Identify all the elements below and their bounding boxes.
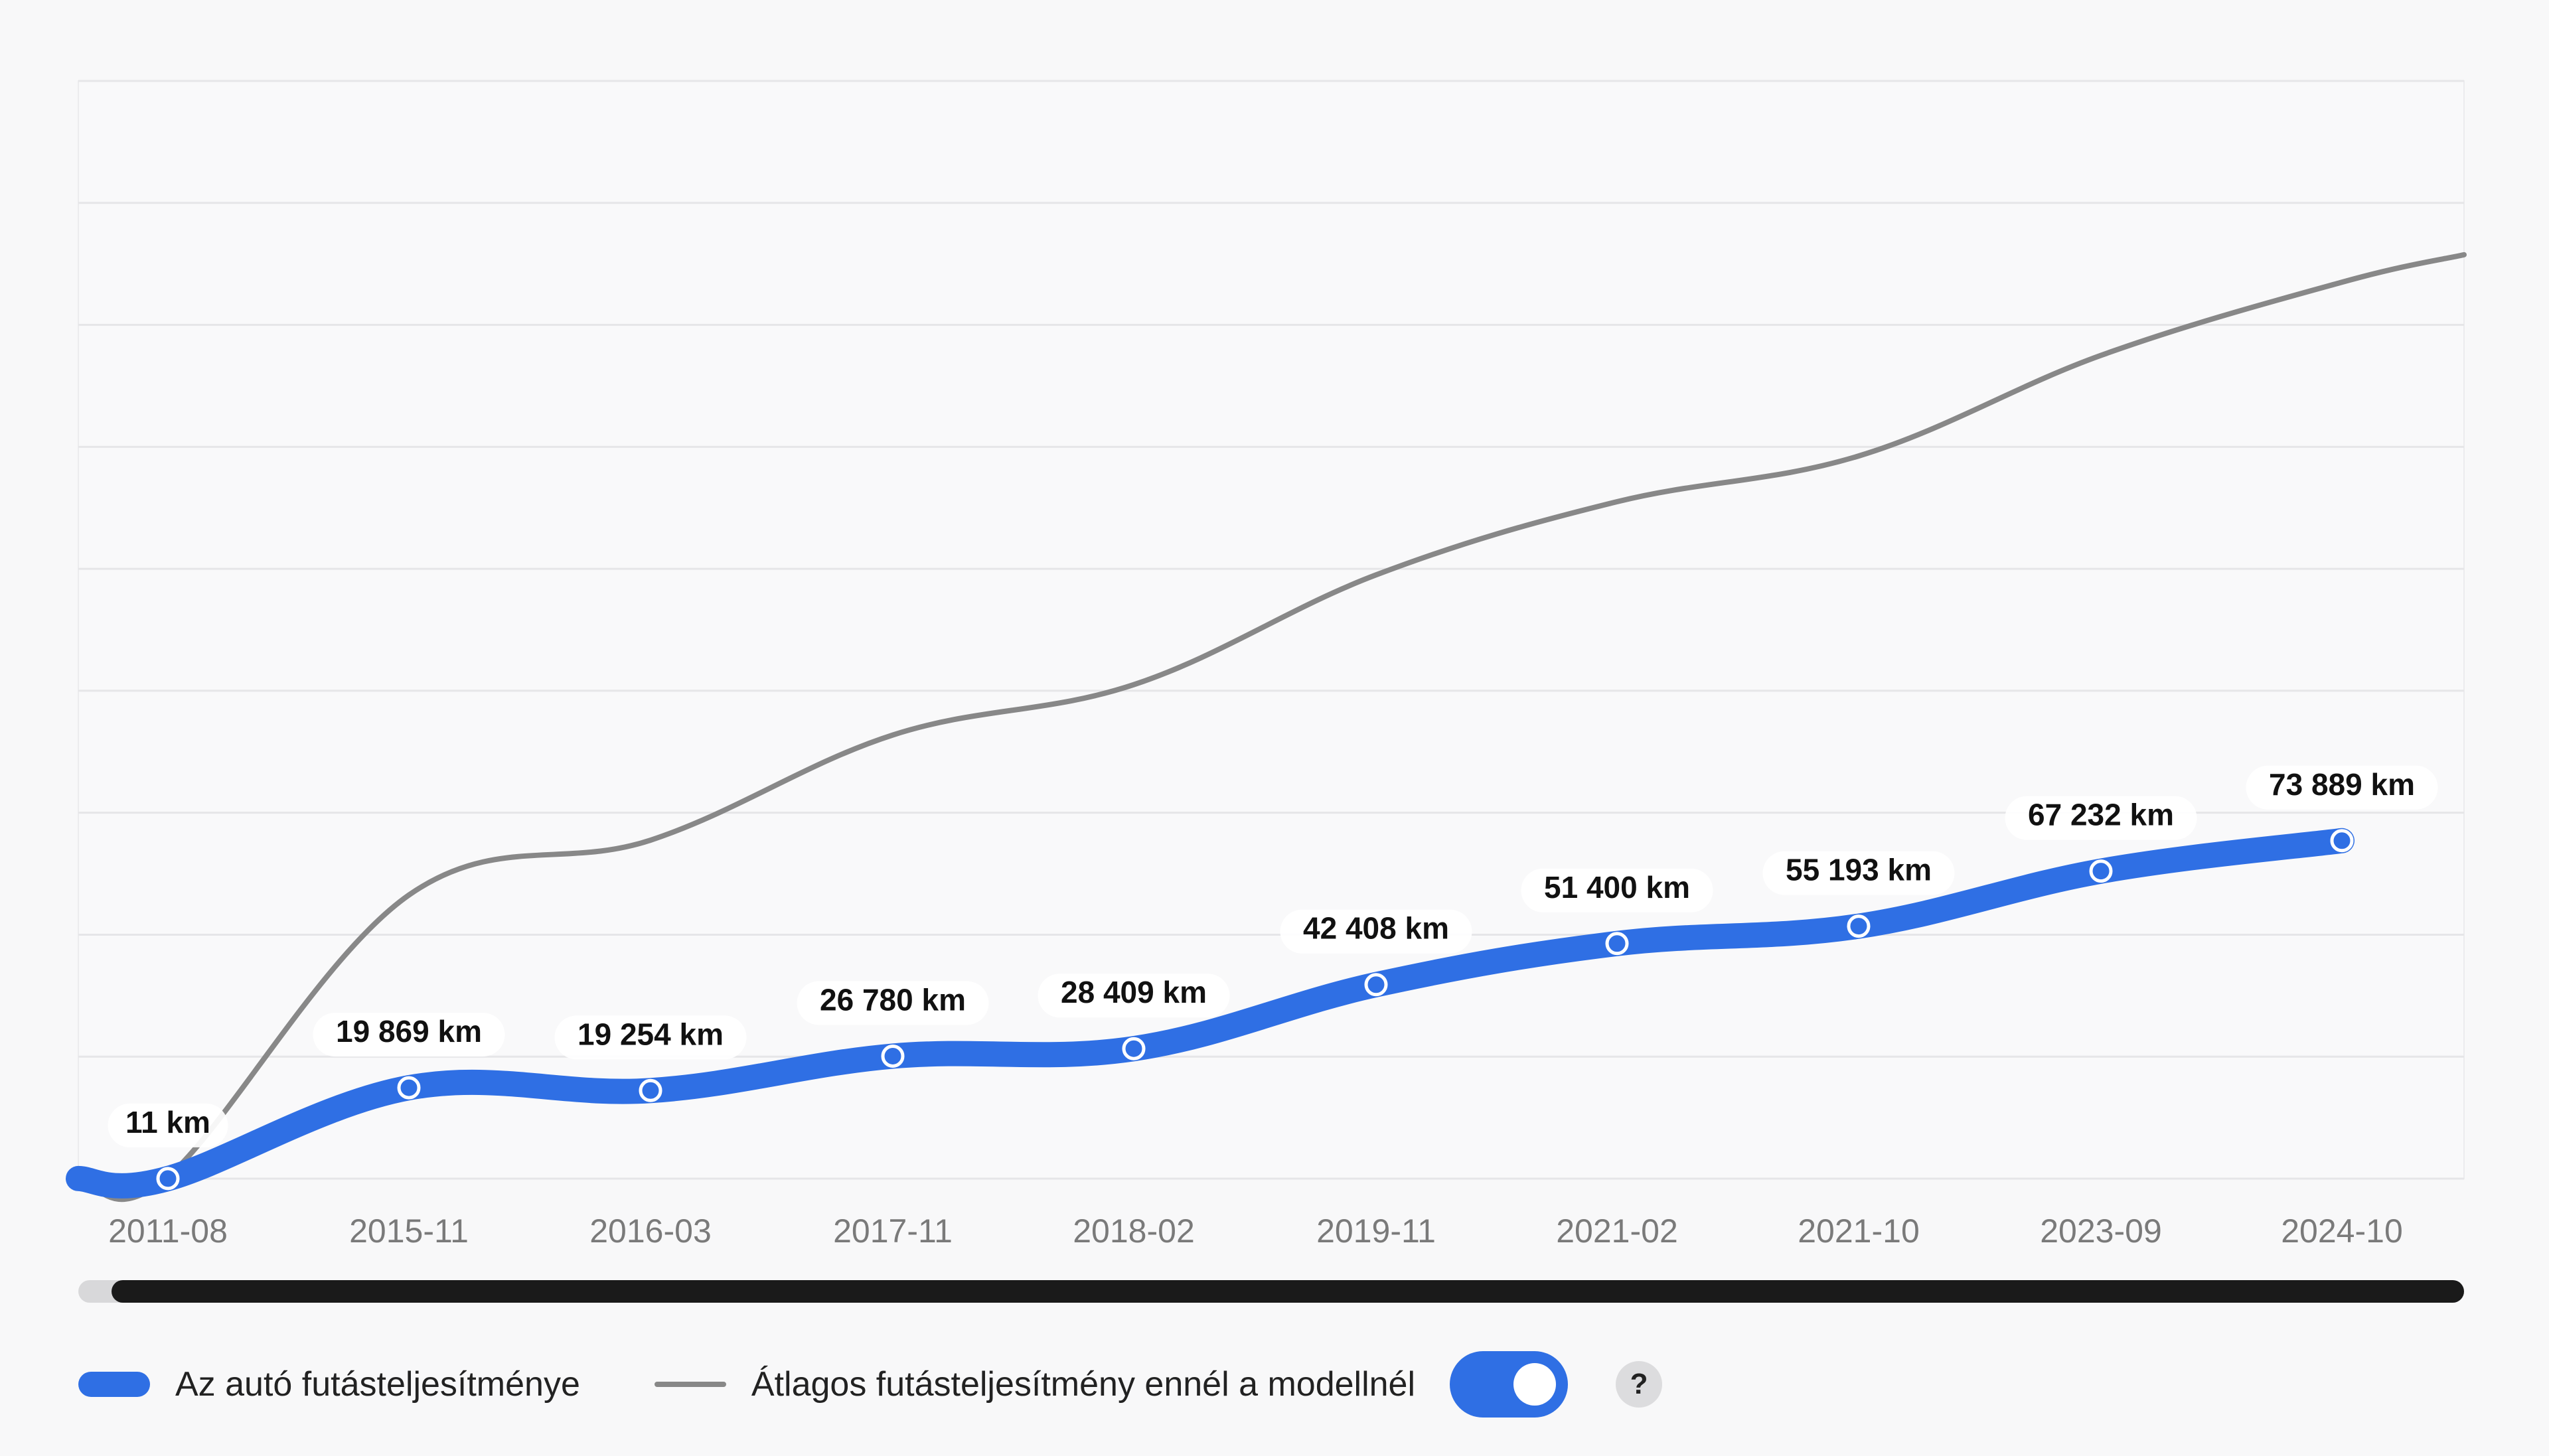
series-line-average [76, 252, 2467, 1202]
chart-scrollbar[interactable] [78, 1280, 2464, 1303]
data-point-car [1847, 914, 1871, 938]
data-label-bg [108, 1103, 228, 1147]
help-icon[interactable]: ? [1616, 1361, 1663, 1408]
data-label: 28 409 km [1061, 975, 1207, 1009]
data-label: 19 254 km [578, 1017, 724, 1051]
data-label: 73 889 km [2269, 767, 2415, 802]
data-label-bg [1038, 974, 1230, 1018]
average-toggle[interactable] [1450, 1351, 1569, 1418]
data-label-bg [554, 1015, 747, 1060]
data-label-bg [2005, 796, 2197, 840]
data-point-car [2089, 859, 2113, 883]
chart-canvas: 11 km 19 869 km 19 254 km 26 780 km 28 409 k… [66, 80, 2467, 1250]
mileage-chart: 11 km 19 869 km 19 254 km 26 780 km 28 409 k… [66, 80, 2467, 1303]
x-tick-label: 2023-09 [2040, 1212, 2162, 1250]
legend-item-average[interactable]: Átlagos futásteljesítmény ennél a modell… [580, 1364, 1415, 1404]
x-tick-label: 2024-10 [2281, 1212, 2403, 1250]
data-point-car [639, 1078, 662, 1102]
legend-label-car: Az autó futásteljesítménye [175, 1365, 580, 1404]
data-label: 67 232 km [2028, 798, 2174, 832]
x-tick-label: 2011-08 [108, 1212, 228, 1250]
data-label-bg [2246, 765, 2438, 810]
chart-legend: Az autó futásteljesítménye Átlagos futás… [78, 1351, 1663, 1418]
data-label-bg [1762, 851, 1955, 895]
x-tick-label: 2015-11 [349, 1212, 469, 1250]
data-label: 51 400 km [1544, 870, 1690, 905]
data-point-car [156, 1167, 180, 1191]
toggle-knob [1513, 1363, 1557, 1406]
data-label-bg [313, 1013, 505, 1057]
x-tick-label: 2019-11 [1316, 1212, 1436, 1250]
legend-item-car[interactable]: Az autó futásteljesítménye [78, 1364, 580, 1404]
x-tick-label: 2018-02 [1073, 1212, 1195, 1250]
data-label: 11 km [125, 1105, 210, 1139]
data-label-bg [1280, 909, 1472, 954]
data-point-car [397, 1076, 421, 1100]
legend-swatch-car [78, 1372, 150, 1397]
data-point-car [1364, 973, 1388, 997]
data-point-car [2330, 829, 2354, 853]
data-point-car [1605, 932, 1629, 956]
data-label-bg [1521, 868, 1713, 912]
plot-area [78, 80, 2465, 1179]
x-tick-label: 2016-03 [589, 1212, 712, 1250]
data-point-car [881, 1044, 905, 1068]
legend-label-average: Átlagos futásteljesítmény ennél a modell… [751, 1365, 1416, 1404]
data-label: 42 408 km [1303, 911, 1449, 946]
x-tick-label: 2017-11 [833, 1212, 953, 1250]
chart-scrollbar-thumb[interactable] [112, 1280, 2464, 1303]
data-label: 26 780 km [820, 982, 966, 1017]
data-point-car [1122, 1037, 1146, 1060]
x-tick-label: 2021-10 [1798, 1212, 1920, 1250]
data-label-bg [797, 981, 989, 1025]
x-tick-label: 2021-02 [1556, 1212, 1678, 1250]
data-label: 19 869 km [336, 1014, 482, 1049]
legend-swatch-average [654, 1382, 726, 1387]
data-label: 55 193 km [1786, 853, 1932, 887]
